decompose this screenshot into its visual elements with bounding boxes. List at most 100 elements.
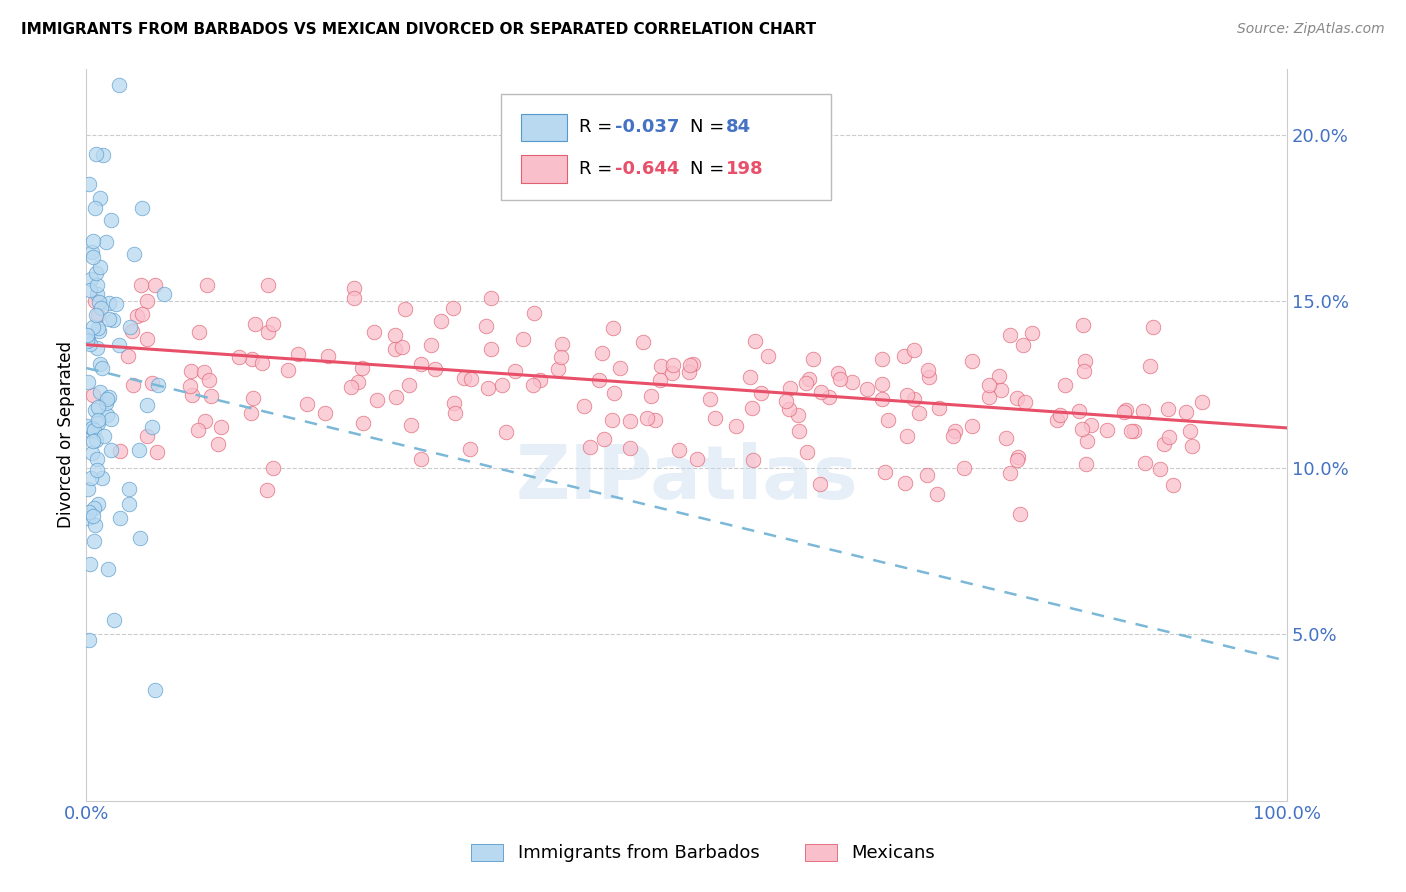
Point (79, 424, 101, 438)
Point (256, 483, 278, 497)
Point (945, 425, 967, 439)
Point (87, 417, 110, 431)
Point (1115, 403, 1137, 417)
Point (257, 277, 280, 292)
Point (828, 372, 851, 386)
Point (872, 392, 894, 406)
Point (118, 483, 141, 497)
Point (481, 291, 503, 305)
Point (1021, 326, 1043, 340)
Point (1054, 377, 1077, 392)
Point (135, 398, 157, 412)
Point (83, 402, 105, 417)
Point (441, 301, 464, 316)
Text: N =: N = (690, 160, 730, 178)
Point (1049, 408, 1071, 422)
Point (314, 406, 336, 420)
Text: -0.644: -0.644 (614, 160, 679, 178)
Point (491, 378, 513, 392)
Point (350, 360, 373, 375)
Point (609, 360, 631, 375)
Point (87, 295, 110, 310)
Text: 198: 198 (727, 160, 763, 178)
Point (896, 388, 918, 402)
Point (77, 178, 100, 192)
Point (409, 451, 432, 466)
Point (121, 325, 143, 339)
Point (1095, 423, 1118, 437)
Point (93, 429, 115, 443)
Point (129, 277, 152, 292)
Point (917, 363, 939, 377)
Point (818, 390, 841, 404)
Point (998, 466, 1021, 480)
Point (977, 378, 1000, 392)
Point (108, 443, 131, 458)
Point (104, 297, 127, 311)
Point (340, 380, 363, 394)
Point (779, 381, 801, 395)
Point (316, 349, 339, 363)
Point (1071, 318, 1094, 333)
Point (141, 376, 163, 391)
Point (619, 414, 641, 428)
Point (384, 327, 406, 342)
Point (522, 378, 544, 392)
Point (128, 443, 150, 458)
Point (131, 307, 153, 321)
Point (277, 362, 299, 376)
Point (82, 388, 104, 402)
Point (550, 350, 572, 364)
Point (96, 392, 118, 407)
Point (76, 511, 98, 525)
Point (83, 533, 105, 548)
Point (875, 465, 897, 479)
Point (444, 406, 467, 420)
Point (1000, 328, 1022, 343)
Point (180, 388, 202, 402)
Point (90, 301, 112, 315)
Point (477, 381, 499, 395)
Point (98, 312, 121, 326)
Point (200, 389, 222, 403)
Point (574, 399, 596, 413)
Point (551, 337, 574, 351)
Point (724, 418, 747, 433)
Point (242, 351, 264, 366)
Point (86, 463, 108, 477)
Point (797, 372, 820, 386)
Point (250, 356, 273, 370)
Point (903, 392, 925, 407)
Point (101, 313, 124, 327)
Point (591, 345, 613, 359)
Point (872, 376, 894, 391)
Point (741, 453, 763, 467)
Point (1181, 439, 1204, 453)
Point (84, 294, 107, 309)
Point (679, 358, 702, 372)
Point (1046, 413, 1069, 427)
Point (810, 384, 832, 399)
Point (94, 395, 117, 409)
Point (1119, 425, 1142, 439)
Point (100, 213, 122, 227)
Point (1157, 430, 1180, 444)
Point (661, 367, 683, 381)
Point (240, 406, 263, 420)
Point (686, 451, 709, 466)
Point (1014, 395, 1036, 409)
Text: -0.037: -0.037 (614, 119, 679, 136)
Point (146, 444, 169, 458)
Point (207, 437, 229, 451)
Point (86, 278, 108, 293)
Point (262, 461, 284, 475)
Point (179, 379, 201, 393)
Legend: Immigrants from Barbados, Mexicans: Immigrants from Barbados, Mexicans (464, 837, 942, 870)
Point (98, 295, 121, 310)
Point (1112, 404, 1135, 418)
Point (411, 357, 433, 371)
Text: 84: 84 (727, 119, 751, 136)
Point (877, 413, 900, 427)
Point (925, 487, 948, 501)
Point (87, 309, 110, 323)
